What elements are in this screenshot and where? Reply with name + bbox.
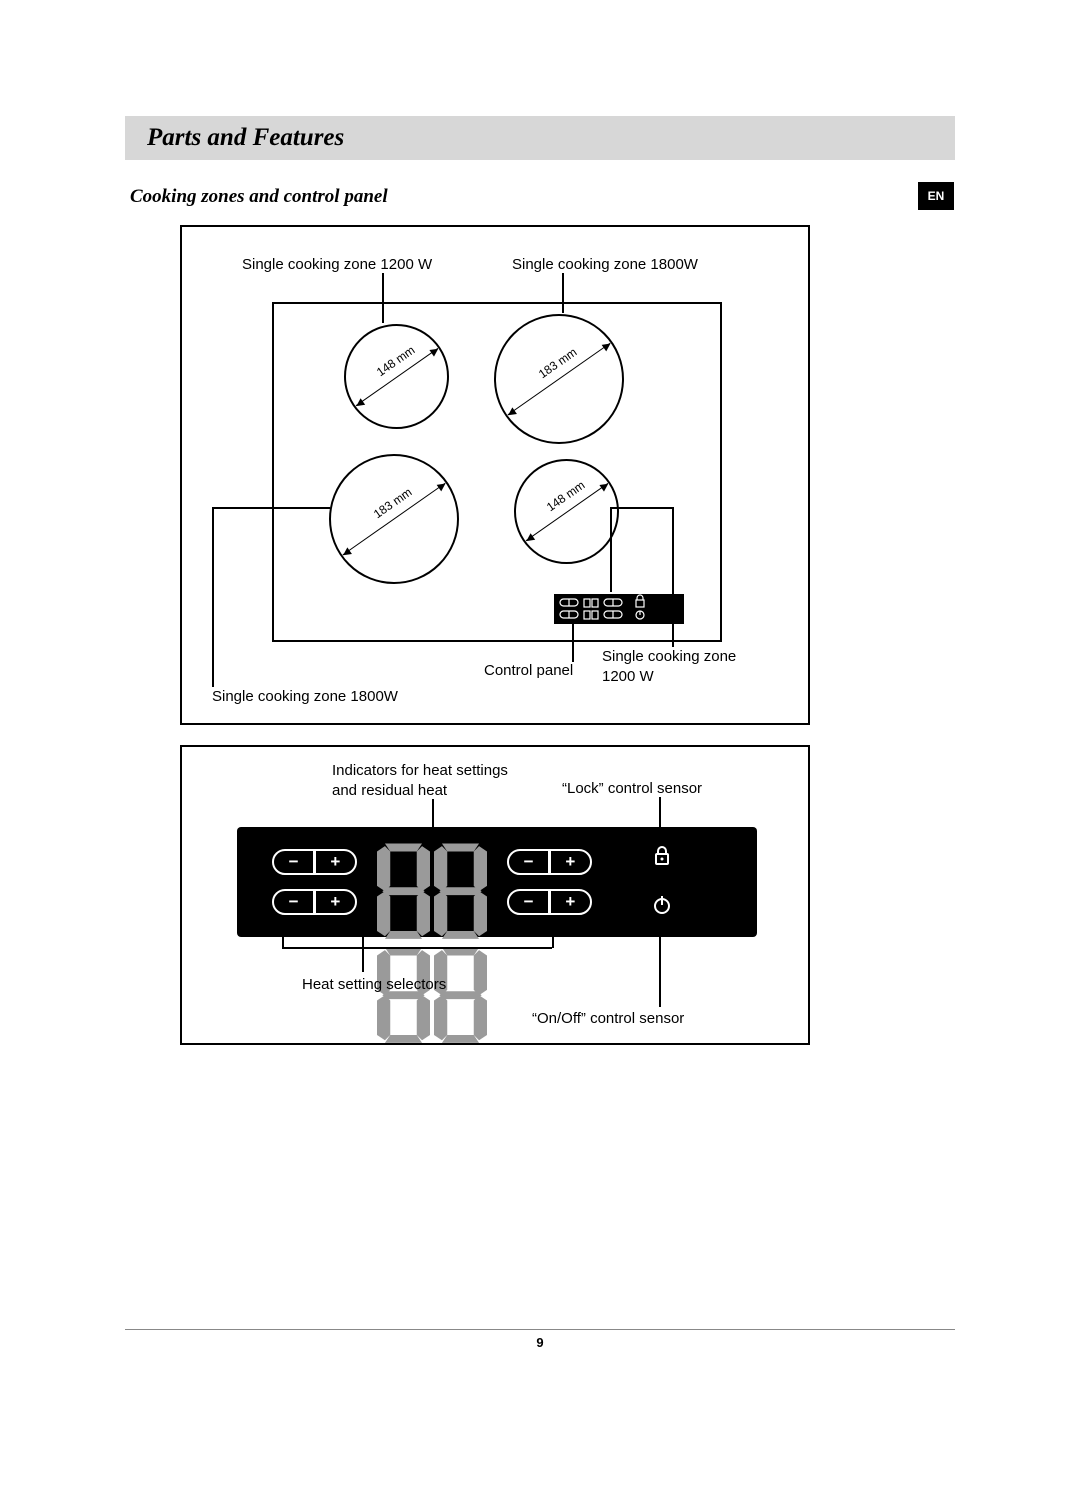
diameter-label: 148 mm — [374, 343, 418, 379]
zone-bottom-right: 148 mm — [514, 459, 619, 564]
label-zone-1800-top: Single cooking zone 1800W — [512, 255, 698, 275]
pointer-line — [362, 937, 364, 972]
pointer-line — [610, 507, 612, 592]
heat-selector[interactable]: − + — [272, 849, 357, 875]
label-heat-selectors: Heat setting selectors — [302, 975, 446, 995]
control-panel: − + − + − + − + — [237, 827, 757, 937]
zone-top-left: 148 mm — [344, 324, 449, 429]
label-lock-sensor: “Lock” control sensor — [562, 779, 702, 799]
zone-top-right: 183 mm — [494, 314, 624, 444]
minus-button[interactable]: − — [274, 891, 313, 913]
pointer-line — [610, 507, 672, 509]
seven-segment-digit — [434, 945, 487, 1045]
pointer-line — [282, 937, 284, 948]
label-indicators-l1: Indicators for heat settings — [332, 762, 508, 779]
pointer-line — [659, 937, 661, 1007]
diameter-label: 183 mm — [536, 345, 580, 381]
plus-button[interactable]: + — [316, 891, 355, 913]
label-zone-1200-bottom-l1: Single cooking zone — [602, 648, 736, 665]
label-onoff-sensor: “On/Off” control sensor — [532, 1009, 684, 1029]
pointer-line — [672, 507, 674, 622]
pointer-line — [282, 947, 552, 949]
cooktop-outline: 148 mm 183 mm 183 mm 148 mm — [272, 302, 722, 642]
mini-control-panel-icon — [554, 594, 684, 624]
minus-button[interactable]: − — [509, 891, 548, 913]
heat-indicator-display — [377, 841, 487, 923]
label-zone-1200-top: Single cooking zone 1200 W — [242, 255, 432, 275]
heat-selector[interactable]: − + — [272, 889, 357, 915]
section-subtitle: Cooking zones and control panel — [130, 186, 388, 208]
diameter-label: 183 mm — [371, 485, 415, 521]
plus-button[interactable]: + — [551, 851, 590, 873]
power-icon[interactable] — [650, 892, 674, 921]
footer-rule — [125, 1329, 955, 1330]
label-zone-1800-bottom: Single cooking zone 1800W — [212, 687, 398, 707]
minus-button[interactable]: − — [509, 851, 548, 873]
control-panel-diagram: Indicators for heat settings and residua… — [180, 745, 810, 1045]
cooktop-diagram: Single cooking zone 1200 W Single cookin… — [180, 225, 810, 725]
label-zone-1200-bottom-l2: 1200 W — [602, 668, 654, 685]
seven-segment-digit — [434, 841, 487, 941]
pointer-line — [212, 507, 330, 509]
diameter-label: 148 mm — [544, 478, 588, 514]
heat-selector[interactable]: − + — [507, 889, 592, 915]
pointer-line — [552, 937, 554, 948]
pointer-line — [212, 507, 214, 687]
label-control-panel: Control panel — [484, 661, 573, 681]
zone-bottom-left: 183 mm — [329, 454, 459, 584]
seven-segment-digit — [377, 945, 430, 1045]
language-badge: EN — [918, 182, 954, 210]
section-header: Parts and Features — [125, 116, 955, 160]
plus-button[interactable]: + — [551, 891, 590, 913]
pointer-line — [572, 622, 574, 662]
label-indicators-l2: and residual heat — [332, 782, 447, 799]
lock-icon[interactable] — [650, 843, 674, 872]
page-title: Parts and Features — [147, 124, 344, 152]
seven-segment-digit — [377, 841, 430, 941]
plus-button[interactable]: + — [316, 851, 355, 873]
page-number: 9 — [0, 1335, 1080, 1350]
minus-button[interactable]: − — [274, 851, 313, 873]
pointer-line — [672, 622, 674, 647]
heat-selector[interactable]: − + — [507, 849, 592, 875]
